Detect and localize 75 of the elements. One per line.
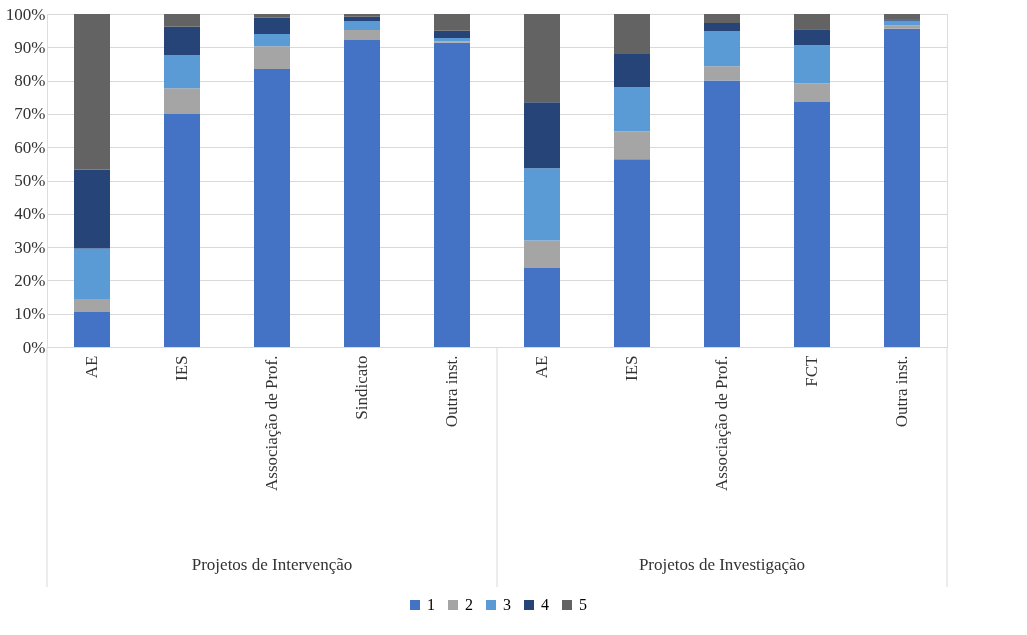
bar bbox=[614, 53, 650, 88]
legend-label: 3 bbox=[503, 596, 511, 613]
y-tick-label: 50% bbox=[14, 171, 46, 190]
bar bbox=[344, 16, 380, 21]
x-tick-label: IES bbox=[622, 355, 641, 381]
x-tick-label: Outra inst. bbox=[442, 355, 461, 428]
bar bbox=[164, 26, 200, 55]
bar bbox=[164, 113, 200, 347]
bar bbox=[164, 54, 200, 89]
y-tick-label: 90% bbox=[14, 37, 46, 57]
x-tick-label: AE bbox=[532, 355, 551, 379]
bar bbox=[704, 14, 740, 23]
bar bbox=[164, 14, 200, 27]
bar bbox=[614, 14, 650, 54]
y-tick-label: 20% bbox=[14, 270, 46, 290]
bar bbox=[614, 131, 650, 160]
y-tick-label: 10% bbox=[14, 304, 46, 324]
bar bbox=[434, 37, 470, 42]
bar bbox=[524, 168, 560, 241]
bar bbox=[524, 240, 560, 269]
bar bbox=[344, 14, 380, 17]
bar bbox=[704, 30, 740, 67]
bar bbox=[254, 68, 290, 347]
y-tick-label: 100% bbox=[5, 4, 46, 24]
bar bbox=[434, 14, 470, 31]
legend-label: 2 bbox=[465, 596, 473, 613]
legend-label: 1 bbox=[427, 596, 435, 613]
bar bbox=[524, 102, 560, 169]
bar bbox=[254, 14, 290, 18]
x-tick-label: Sindicato bbox=[352, 355, 371, 420]
bar bbox=[254, 46, 290, 69]
x-tick-label: FCT bbox=[802, 354, 821, 387]
bar bbox=[74, 248, 110, 300]
bar bbox=[434, 42, 470, 347]
y-tick-label: 0% bbox=[22, 337, 46, 357]
bar bbox=[704, 22, 740, 31]
bar bbox=[254, 17, 290, 34]
bar bbox=[344, 39, 380, 347]
y-tick-label: 60% bbox=[14, 137, 46, 157]
y-tick-label: 40% bbox=[14, 204, 46, 224]
x-tick-label: IES bbox=[172, 355, 191, 381]
text: Projetos de Investigação bbox=[638, 555, 806, 574]
bar bbox=[524, 14, 560, 103]
bar bbox=[254, 33, 290, 47]
bar bbox=[794, 101, 830, 347]
bar bbox=[884, 14, 920, 20]
x-tick-label: Associação de Prof. bbox=[712, 355, 731, 491]
bar bbox=[524, 268, 560, 347]
bar bbox=[794, 14, 830, 30]
x-tick-label: Associação de Prof. bbox=[262, 355, 281, 491]
bar bbox=[884, 28, 920, 347]
bar bbox=[74, 299, 110, 313]
bar bbox=[884, 25, 920, 29]
bar bbox=[74, 312, 110, 347]
bar bbox=[794, 83, 830, 102]
legend-label: 4 bbox=[541, 596, 549, 613]
bar bbox=[614, 87, 650, 132]
x-tick-label: AE bbox=[82, 355, 101, 379]
y-tick-label: 80% bbox=[14, 71, 46, 91]
y-tick-label: 30% bbox=[14, 237, 46, 257]
bar bbox=[614, 159, 650, 347]
bar bbox=[794, 45, 830, 84]
bar bbox=[344, 29, 380, 40]
bar bbox=[704, 66, 740, 81]
bar bbox=[74, 169, 110, 249]
bar bbox=[704, 80, 740, 347]
bar bbox=[344, 20, 380, 30]
legend-label: 5 bbox=[579, 596, 587, 613]
bar bbox=[434, 30, 470, 38]
y-tick-label: 70% bbox=[14, 104, 46, 124]
bar bbox=[74, 14, 110, 170]
text: Projetos de Intervenção bbox=[191, 555, 353, 574]
x-tick-label: Outra inst. bbox=[892, 355, 911, 428]
bar bbox=[794, 29, 830, 46]
bar bbox=[164, 88, 200, 114]
